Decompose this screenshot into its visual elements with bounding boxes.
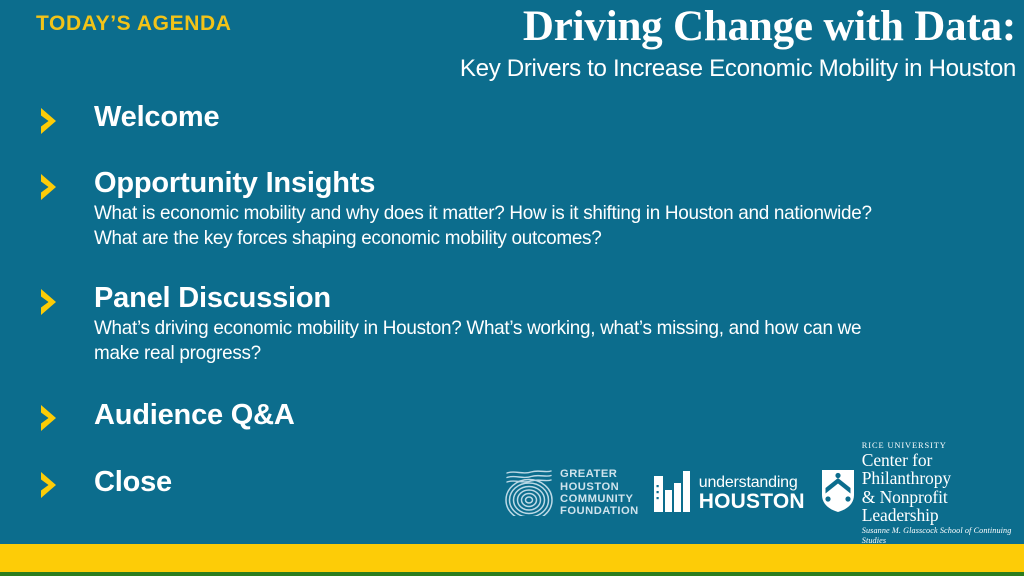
uh-line-2: HOUSTON: [698, 489, 805, 513]
title-block: Driving Change with Data: Key Drivers to…: [356, 2, 1016, 84]
agenda-item-opportunity-insights: Opportunity Insights What is economic mo…: [36, 166, 936, 251]
agenda-item-audience-qa: Audience Q&A: [36, 398, 936, 432]
logo-rice-cpnl: RICE UNIVERSITY Center for Philanthropy …: [821, 441, 1024, 546]
agenda-item-close: Close: [36, 465, 936, 499]
rice-eyebrow: RICE UNIVERSITY: [861, 440, 947, 450]
agenda-item-welcome: Welcome: [36, 100, 936, 134]
chevron-right-icon: [38, 287, 62, 317]
slide-title: Driving Change with Data:: [522, 3, 1016, 50]
agenda-item-heading: Close: [94, 466, 172, 498]
uh-line-1: understanding: [698, 473, 798, 491]
ghcf-line-4: FOUNDATION: [560, 505, 639, 518]
rice-line-2: & Nonprofit Leadership: [861, 486, 948, 525]
ghcf-line-2: HOUSTON: [560, 480, 620, 493]
logo-greater-houston-community-foundation: GREATER HOUSTON COMMUNITY FOUNDATION: [505, 466, 639, 521]
chevron-right-icon: [38, 172, 62, 202]
partner-logos: GREATER HOUSTON COMMUNITY FOUNDATION: [505, 441, 1024, 545]
chevron-right-icon: [38, 470, 62, 500]
ghcf-line-1: GREATER: [560, 468, 618, 481]
agenda-item-panel-discussion: Panel Discussion What’s driving economic…: [36, 281, 936, 366]
agenda-item-description: What’s driving economic mobility in Hous…: [94, 317, 862, 364]
agenda-item-heading: Welcome: [94, 101, 220, 133]
agenda-list: Welcome Opportunity Insights What is eco…: [36, 100, 936, 499]
agenda-item-heading: Audience Q&A: [94, 399, 295, 431]
footer-green-line: [0, 572, 1024, 576]
fingerprint-icon: [505, 466, 553, 521]
bar-buildings-icon: [653, 470, 691, 517]
ghcf-wordmark: GREATER HOUSTON COMMUNITY FOUNDATION: [560, 468, 639, 518]
agenda-item-heading: Panel Discussion: [94, 282, 331, 314]
logo-understanding-houston: understanding HOUSTON: [653, 470, 805, 517]
chevron-right-icon: [38, 403, 62, 433]
rice-shield-icon: [821, 469, 855, 518]
rice-wordmark: RICE UNIVERSITY Center for Philanthropy …: [862, 441, 1024, 546]
chevron-right-icon: [38, 106, 62, 136]
rice-line-3: Susanne M. Glasscock School of Continuin…: [861, 525, 1012, 545]
ghcf-line-3: COMMUNITY: [560, 493, 634, 505]
slide-subtitle: Key Drivers to Increase Economic Mobilit…: [459, 55, 1016, 82]
slide-kicker: TODAY’S AGENDA: [36, 12, 232, 35]
rice-line-1: Center for Philanthropy: [861, 449, 951, 488]
footer-accent-bar: [0, 544, 1024, 572]
agenda-item-heading: Opportunity Insights: [94, 167, 376, 199]
understanding-houston-wordmark: understanding HOUSTON: [699, 474, 805, 513]
agenda-item-description: What is economic mobility and why does i…: [94, 202, 872, 249]
